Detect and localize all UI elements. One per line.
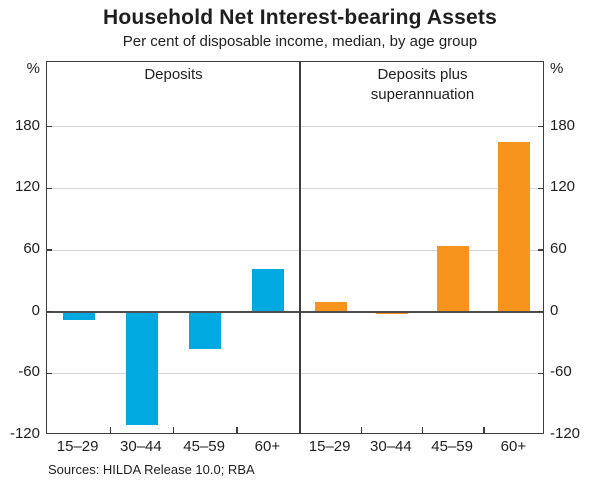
y-tick-label-right: 60 [550,240,567,258]
bar-right-60+ [498,142,531,312]
y-axis-tick-left [47,310,52,313]
x-axis-tick [360,427,362,433]
y-axis-tick-right [538,372,543,375]
y-axis-tick-left [47,249,52,251]
y-tick-label-right: 0 [550,301,559,319]
y-tick-label-right: 120 [550,178,576,196]
y-tick-label-left: 120 [14,178,40,196]
bar-right-30–44 [375,311,408,314]
x-axis-tick [421,427,424,433]
x-tick-label: 30–44 [370,438,412,455]
y-tick-label-left: 0 [31,301,40,319]
y-tick-label-left: 60 [23,240,40,258]
panel-divider [299,62,301,433]
x-axis-tick [172,427,175,433]
x-axis-tick [236,427,238,433]
y-tick-label-right: -60 [550,363,572,381]
y-axis-unit-right: % [550,60,564,77]
y-axis-tick-right [538,249,543,251]
source-note: Sources: HILDA Release 10.0; RBA [48,462,255,477]
gridline [47,249,543,251]
y-axis-tick-left [47,372,52,375]
gridline [47,126,543,128]
y-tick-label-right: 180 [550,116,576,134]
panel-title-right: Deposits plus superannuation [300,65,545,105]
y-tick-label-right: -120 [550,425,581,442]
bar-left-45–59 [189,311,222,349]
x-tick-label: 45–59 [431,438,473,455]
chart-subtitle: Per cent of disposable income, median, b… [122,33,478,50]
bar-right-45–59 [437,245,470,312]
x-tick-label: 15–29 [56,438,99,455]
panel-title-line: Deposits [144,66,203,83]
gridline [47,372,543,374]
gridline [47,187,543,189]
panel-title-line: superannuation [370,86,475,103]
x-axis-tick [109,427,111,433]
x-tick-label: 45–59 [183,438,225,455]
bar-right-15–29 [314,302,347,312]
y-axis-unit-left: % [26,60,40,77]
bar-left-60+ [252,268,285,312]
bar-left-30–44 [125,311,158,425]
panel-title-line: Deposits plus [377,66,468,83]
x-axis-tick [483,427,485,433]
y-tick-label-left: -60 [18,363,40,381]
y-axis-tick-right [538,187,543,190]
chart-title: Household Net Interest-bearing Assets [102,6,498,29]
y-axis-tick-left [47,187,52,190]
y-axis-tick-left [47,125,52,128]
y-tick-label-left: 180 [14,116,40,134]
panel-title-left: Deposits [47,65,300,85]
y-axis-tick-right [538,310,543,313]
x-tick-label: 60+ [254,438,281,455]
plot-area: Deposits Deposits plus superannuation [46,61,544,434]
y-tick-label-left: -120 [9,425,40,442]
zero-axis-line [47,310,543,313]
y-axis-tick-right [538,125,543,128]
x-tick-label: 30–44 [120,438,162,455]
x-tick-label: 15–29 [308,438,351,455]
x-tick-label: 60+ [500,438,527,455]
bar-left-15–29 [62,311,95,320]
